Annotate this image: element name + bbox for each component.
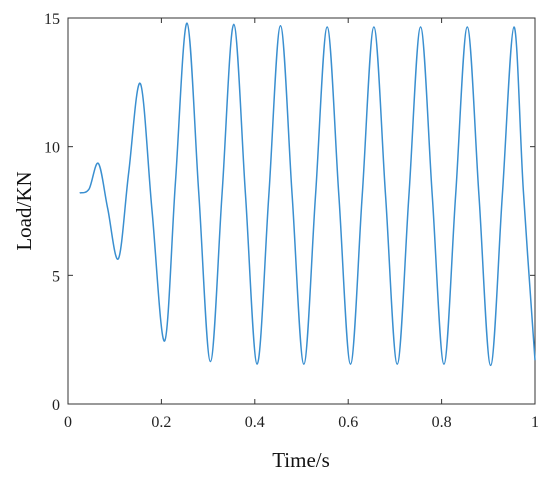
y-tick-label: 0: [52, 397, 60, 414]
y-axis-title: Load/KN: [12, 171, 36, 250]
x-tick-label: 0.2: [151, 414, 171, 431]
x-tick-label: 0: [64, 414, 72, 431]
x-tick-label: 1: [531, 414, 539, 431]
x-axis-tick-labels: 0 0.2 0.4 0.6 0.8 1: [64, 414, 539, 431]
x-tick-label: 0.4: [245, 414, 265, 431]
load-series-line: [79, 22, 536, 367]
plot-frame: [67, 17, 536, 405]
y-tick-label: 15: [44, 11, 60, 28]
y-axis-tick-labels: 0 5 10 15: [44, 11, 60, 414]
y-tick-label: 5: [52, 268, 60, 285]
y-axis-ticks: [68, 17, 535, 405]
x-axis-title: Time/s: [272, 448, 330, 472]
x-tick-label: 0.8: [432, 414, 452, 431]
y-tick-label: 10: [44, 140, 60, 157]
x-tick-label: 0.6: [338, 414, 358, 431]
x-axis-ticks: [67, 18, 536, 404]
